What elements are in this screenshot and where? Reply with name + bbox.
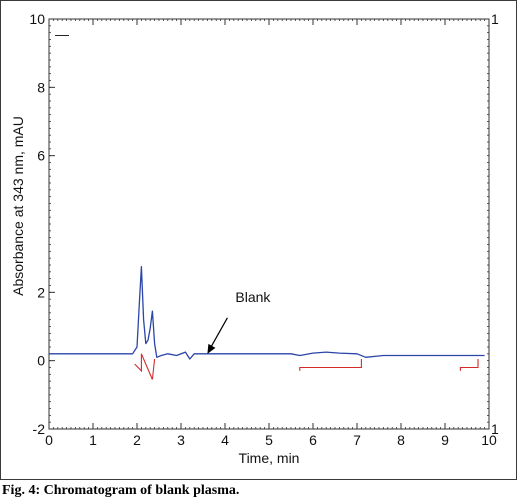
baseline-segment-1 bbox=[134, 353, 153, 380]
y-tick-label: 6 bbox=[37, 148, 45, 164]
x-tick-label: 3 bbox=[177, 432, 185, 448]
y-tick-label: -2 bbox=[33, 421, 46, 437]
x-tick-label: 0 bbox=[45, 432, 53, 448]
y-axis-title: Absorbance at 343 nm, mAU bbox=[10, 116, 26, 296]
x-tick-label: 9 bbox=[441, 432, 449, 448]
right-axis-label-top: 1 bbox=[491, 11, 499, 27]
x-axis-title: Time, min bbox=[239, 450, 300, 466]
y-tick-label: 0 bbox=[37, 353, 45, 369]
annotation-arrow-head bbox=[207, 343, 216, 354]
x-tick-label: 7 bbox=[353, 432, 361, 448]
x-tick-label: 10 bbox=[481, 432, 497, 448]
x-tick-label: 6 bbox=[309, 432, 317, 448]
annotation-arrow-shaft bbox=[208, 317, 228, 351]
axes-layer bbox=[48, 18, 490, 430]
series-line-1 bbox=[49, 266, 485, 360]
baseline-segment-3 bbox=[299, 359, 362, 371]
right-axis-label-bottom: 1 bbox=[491, 421, 499, 437]
series-layer bbox=[49, 266, 485, 380]
x-tick-label: 5 bbox=[265, 432, 273, 448]
annotation-label: Blank bbox=[235, 289, 271, 305]
x-tick-label: 2 bbox=[133, 432, 141, 448]
x-tick-label: 4 bbox=[221, 432, 229, 448]
y-tick-label: 8 bbox=[37, 79, 45, 95]
baseline-segment-4 bbox=[459, 359, 479, 371]
chart-frame: 0 1 2 3 4 5 6 7 8 9 10 -2 0 2 6 8 10 1 1— Time, min Absorban… bbox=[0, 0, 517, 480]
figure-caption: Fig. 4: Chromatogram of blank plasma. bbox=[2, 483, 240, 498]
plot-area-border bbox=[48, 18, 490, 430]
x-tick-label: 8 bbox=[397, 432, 405, 448]
legend-mark: — bbox=[55, 26, 69, 42]
y-tick-label: 2 bbox=[37, 284, 45, 300]
baseline-segment-2 bbox=[151, 358, 156, 380]
x-tick-label: 1 bbox=[89, 432, 97, 448]
y-tick-label: 10 bbox=[29, 11, 45, 27]
